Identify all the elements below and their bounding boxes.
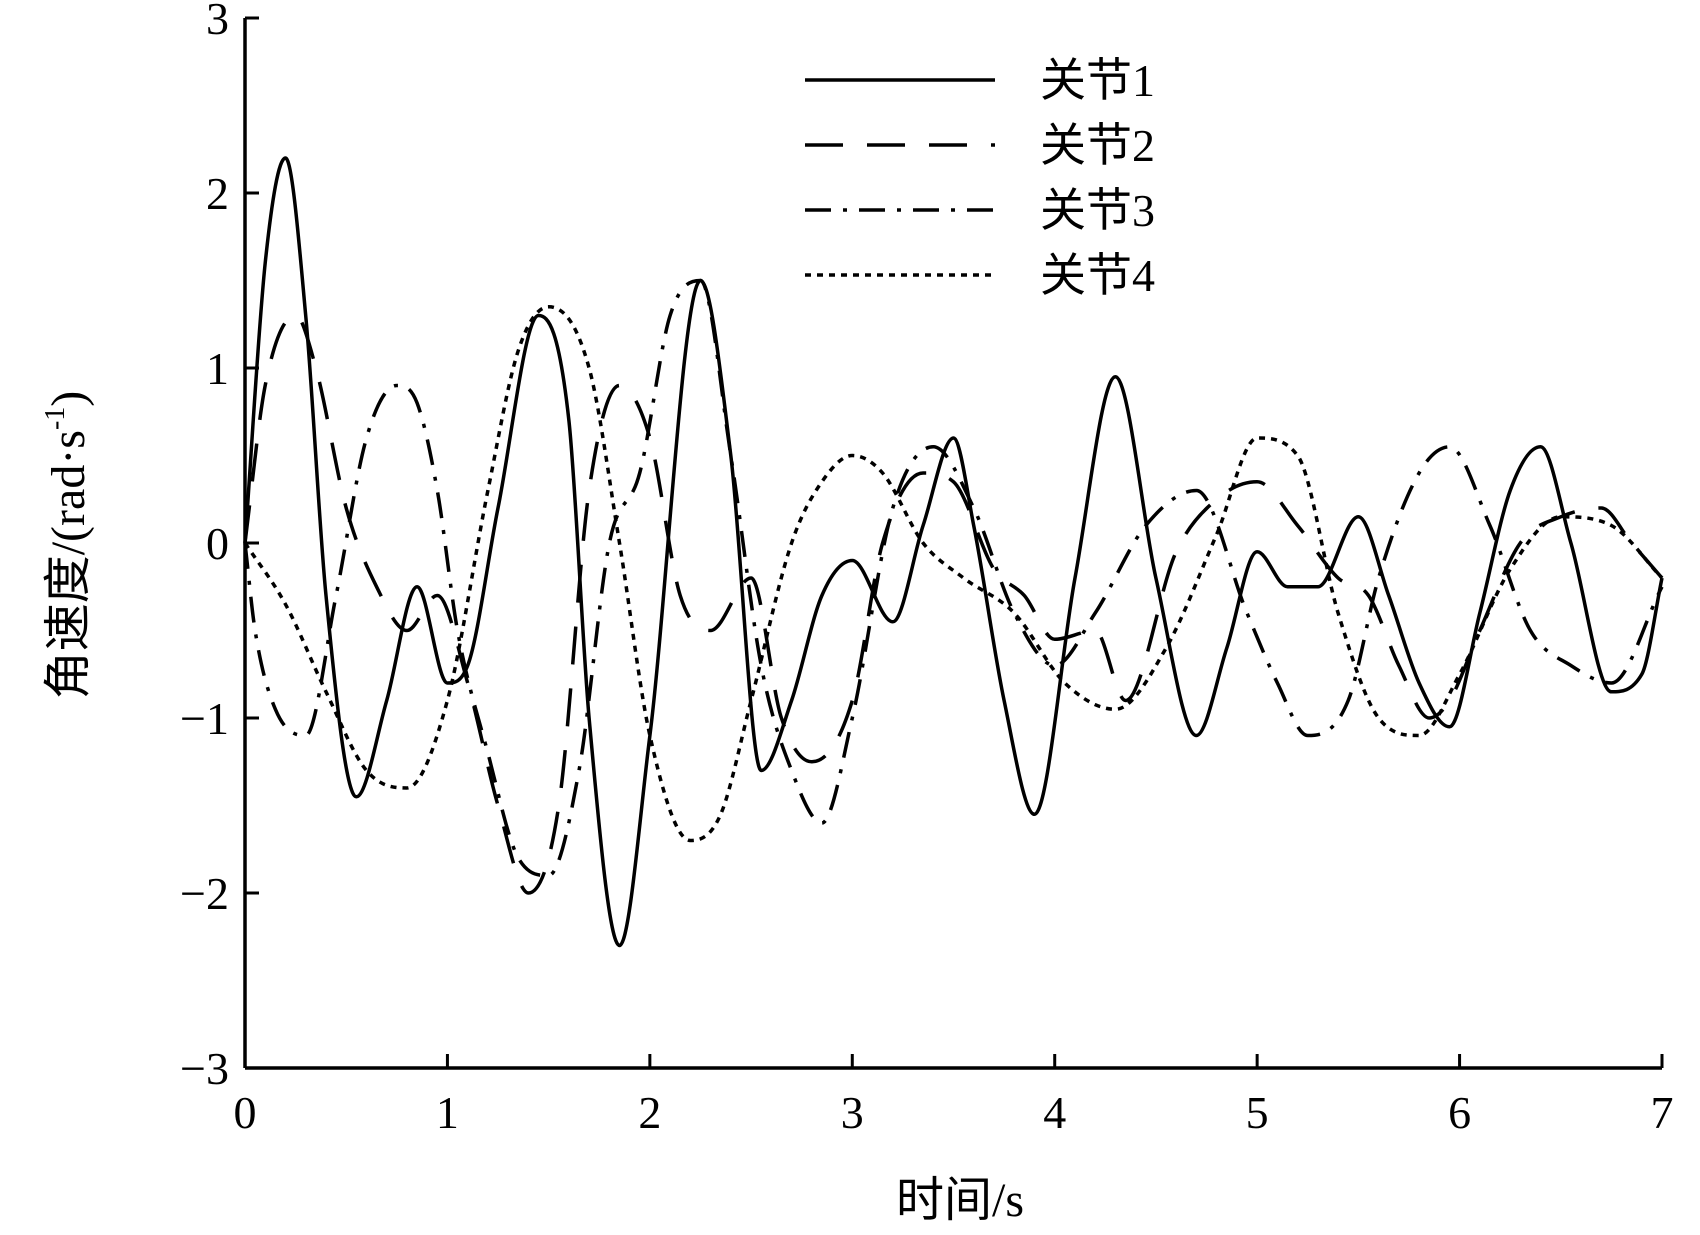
y-tick-label: 1 xyxy=(206,343,229,394)
y-tick-label: −1 xyxy=(180,693,229,744)
y-axis-label-close: ) xyxy=(42,391,95,407)
series-line-2 xyxy=(243,313,1664,895)
x-tick-label: 3 xyxy=(841,1087,864,1138)
legend: 关节1 关节2 关节3 关节4 xyxy=(805,55,1155,301)
x-tick-label: 0 xyxy=(234,1087,257,1138)
x-tick-label: 7 xyxy=(1651,1087,1674,1138)
series-line-1 xyxy=(243,156,1664,948)
x-tick-label: 6 xyxy=(1448,1087,1471,1138)
y-tick-label: 2 xyxy=(206,168,229,219)
y-axis-label: 角速度/(rad·s-1) xyxy=(40,391,95,700)
x-tick-label: 2 xyxy=(638,1087,661,1138)
y-tick-label: 0 xyxy=(206,518,229,569)
series-group xyxy=(243,156,1664,948)
series-line-3 xyxy=(243,278,1664,878)
x-tick-label: 4 xyxy=(1043,1087,1066,1138)
x-axis-label: 时间/s xyxy=(896,1174,1024,1227)
axes-group: 0 1 2 3 4 5 6 7 3 2 1 0 −1 −2 −3 xyxy=(180,0,1673,1138)
series-line-4 xyxy=(243,305,1664,843)
legend-label-1: 关节1 xyxy=(1040,55,1155,106)
x-tick-label: 1 xyxy=(436,1087,459,1138)
axis-labels: 时间/s 角速度/(rad·s-1) xyxy=(40,391,1024,1227)
y-axis-label-main: 角速度/(rad·s xyxy=(42,430,95,699)
y-tick-label: 3 xyxy=(206,0,229,44)
legend-label-4: 关节4 xyxy=(1040,250,1155,301)
y-axis-label-superscript: -1 xyxy=(40,407,71,430)
legend-label-2: 关节2 xyxy=(1040,120,1155,171)
x-tick-label: 5 xyxy=(1246,1087,1269,1138)
y-tick-label: −2 xyxy=(180,868,229,919)
y-tick-label: −3 xyxy=(180,1043,229,1094)
legend-label-3: 关节3 xyxy=(1040,185,1155,236)
